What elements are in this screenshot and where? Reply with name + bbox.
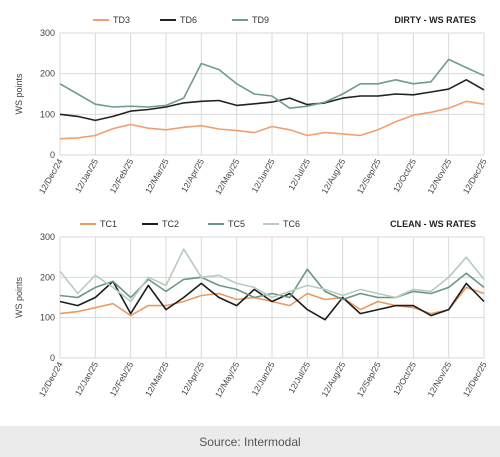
y-tick-label: 200	[40, 272, 55, 282]
x-tick-label: 12/Jan/25	[73, 157, 100, 195]
y-tick-label: 300	[40, 232, 55, 242]
series-line-td9	[59, 58, 485, 109]
x-tick-label: 12/Aug/25	[319, 157, 347, 196]
y-tick-label: 0	[50, 353, 55, 363]
x-tick-label: 12/Oct/25	[391, 360, 418, 397]
x-tick-label: 12/Dec/24	[37, 360, 65, 399]
series-line-tc6	[59, 248, 485, 303]
x-tick-label: 12/Sep/25	[355, 157, 383, 196]
series-line-td3	[59, 100, 485, 140]
source-label: Source: Intermodal	[199, 434, 301, 449]
x-tick-label: 12/Apr/25	[179, 157, 206, 194]
x-tick-label: 12/Jun/25	[249, 157, 276, 195]
legend-label-tc6: TC6	[283, 219, 300, 229]
y-tick-label: 0	[50, 150, 55, 160]
series-line-td6	[59, 79, 485, 122]
legend-label-td3: TD3	[113, 15, 130, 25]
x-tick-label: 12/Nov/25	[425, 360, 453, 399]
x-tick-label: 12/Oct/25	[391, 157, 418, 194]
y-axis-label: WS points	[14, 276, 24, 318]
y-tick-label: 100	[40, 109, 55, 119]
series-line-tc5	[59, 268, 485, 301]
x-tick-label: 12/May/25	[213, 157, 242, 197]
x-tick-label: 12/Nov/25	[425, 157, 453, 196]
x-tick-label: 12/Jul/25	[286, 157, 312, 192]
x-tick-label: 12/Jun/25	[249, 360, 276, 398]
legend-label-td9: TD9	[252, 15, 269, 25]
x-tick-label: 12/Apr/25	[179, 360, 206, 397]
y-tick-label: 300	[40, 28, 55, 38]
x-tick-label: 12/Mar/25	[143, 157, 171, 195]
x-tick-label: 12/Dec/25	[461, 157, 489, 196]
legend-label-td6: TD6	[180, 15, 197, 25]
x-tick-label: 12/Jul/25	[286, 360, 312, 395]
x-tick-label: 12/Jan/25	[73, 360, 100, 398]
x-tick-label: 12/Dec/24	[37, 157, 65, 196]
x-tick-label: 12/May/25	[213, 360, 242, 400]
legend-label-tc2: TC2	[162, 219, 179, 229]
x-tick-label: 12/Sep/25	[355, 360, 383, 399]
y-tick-label: 200	[40, 69, 55, 79]
legend-label-tc5: TC5	[228, 219, 245, 229]
source-footer: Source: Intermodal	[0, 426, 500, 457]
x-tick-label: 12/Mar/25	[143, 360, 171, 398]
chart-title: DIRTY - WS RATES	[394, 15, 476, 25]
y-tick-label: 100	[40, 313, 55, 323]
x-tick-label: 12/Feb/25	[108, 360, 136, 398]
y-axis-label: WS points	[14, 73, 24, 115]
x-tick-label: 12/Feb/25	[108, 157, 136, 195]
x-tick-label: 12/Aug/25	[319, 360, 347, 399]
chart-title: CLEAN - WS RATES	[390, 219, 476, 229]
x-tick-label: 12/Dec/25	[461, 360, 489, 399]
series-line-tc2	[59, 280, 485, 321]
legend-label-tc1: TC1	[100, 219, 117, 229]
